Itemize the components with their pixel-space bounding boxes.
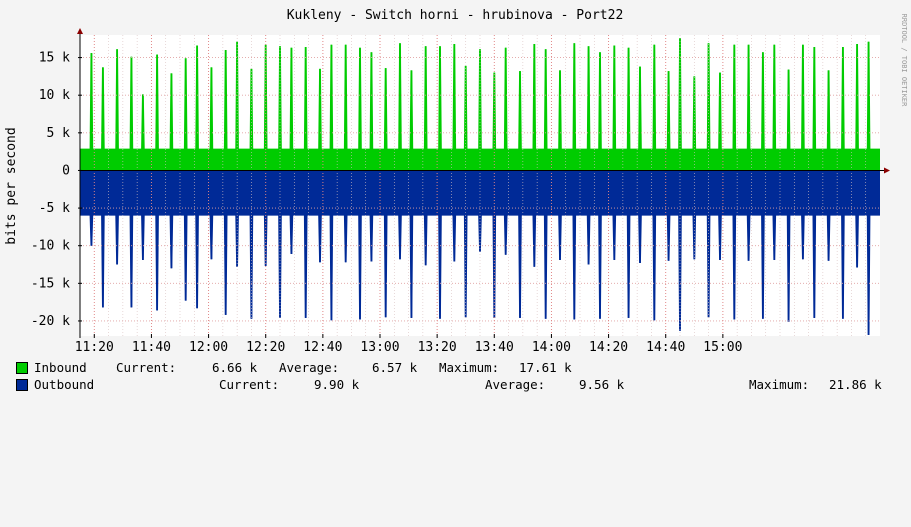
y-tick-label: 15 k bbox=[39, 51, 70, 66]
y-tick-label: -20 k bbox=[31, 314, 70, 329]
outbound-maximum-value: 21.86 k bbox=[829, 377, 882, 392]
inbound-maximum-label: Maximum: bbox=[439, 360, 500, 375]
x-tick-label: 12:40 bbox=[303, 340, 342, 355]
y-tick-label: -10 k bbox=[31, 239, 70, 254]
x-tick-labels: 11:20 11:40 12:00 12:20 12:40 13:00 13:20 13:40… bbox=[75, 334, 742, 355]
y-tick-label: 10 k bbox=[39, 88, 70, 103]
outbound-color-swatch bbox=[16, 379, 28, 391]
x-tick-label: 12:20 bbox=[246, 340, 285, 355]
outbound-current-label: Current: bbox=[219, 377, 280, 392]
legend-outbound: Outbound Current: 9.90 k Average: 9.56 k… bbox=[16, 377, 882, 527]
y-tick-label: -5 k bbox=[39, 201, 70, 216]
y-tick-label: -15 k bbox=[31, 276, 70, 291]
rrd-graph-frame: Kukleny - Switch horni - hrubinova - Por… bbox=[4, 8, 908, 392]
inbound-average-value: 6.57 k bbox=[372, 360, 418, 375]
inbound-average-label: Average: bbox=[279, 360, 340, 375]
inbound-current-label: Current: bbox=[116, 360, 177, 375]
chart-title: Kukleny - Switch horni - hrubinova - Por… bbox=[287, 8, 624, 23]
y-tick-label: 5 k bbox=[47, 126, 71, 141]
grid-lines bbox=[80, 35, 880, 336]
x-tick-label: 15:00 bbox=[703, 340, 742, 355]
x-tick-label: 14:20 bbox=[589, 340, 628, 355]
x-axis-arrow bbox=[884, 167, 890, 174]
inbound-current-value: 6.66 k bbox=[212, 360, 258, 375]
x-tick-label: 11:40 bbox=[132, 340, 171, 355]
axes bbox=[77, 28, 890, 338]
inbound-color-swatch bbox=[16, 362, 28, 374]
x-tick-label: 14:40 bbox=[646, 340, 685, 355]
inbound-maximum-value: 17.61 k bbox=[519, 360, 572, 375]
y-axis-label: bits per second bbox=[4, 127, 19, 244]
x-tick-label: 14:00 bbox=[532, 340, 571, 355]
outbound-maximum-label: Maximum: bbox=[749, 377, 810, 392]
x-tick-label: 12:00 bbox=[189, 340, 228, 355]
outbound-average-value: 9.56 k bbox=[579, 377, 625, 392]
y-tick-labels: 15 k 10 k 5 k 0 -5 k -10 k -15 k -20 k bbox=[31, 51, 82, 329]
legend-inbound: Inbound Current: 6.66 k Average: 6.57 k … bbox=[16, 360, 572, 510]
rrdtool-watermark: RRDTOOL / TOBI OETIKER bbox=[900, 14, 908, 108]
y-tick-label: 0 bbox=[62, 163, 70, 178]
outbound-average-label: Average: bbox=[485, 377, 546, 392]
x-tick-label: 11:20 bbox=[75, 340, 114, 355]
traffic-chart: Kukleny - Switch horni - hrubinova - Por… bbox=[4, 8, 908, 355]
x-tick-label: 13:40 bbox=[475, 340, 514, 355]
outbound-current-value: 9.90 k bbox=[314, 377, 360, 392]
x-tick-label: 13:00 bbox=[360, 340, 399, 355]
inbound-name: Inbound bbox=[34, 360, 87, 375]
outbound-name: Outbound bbox=[34, 377, 95, 392]
y-axis-arrow bbox=[77, 28, 83, 34]
x-tick-label: 13:20 bbox=[418, 340, 457, 355]
